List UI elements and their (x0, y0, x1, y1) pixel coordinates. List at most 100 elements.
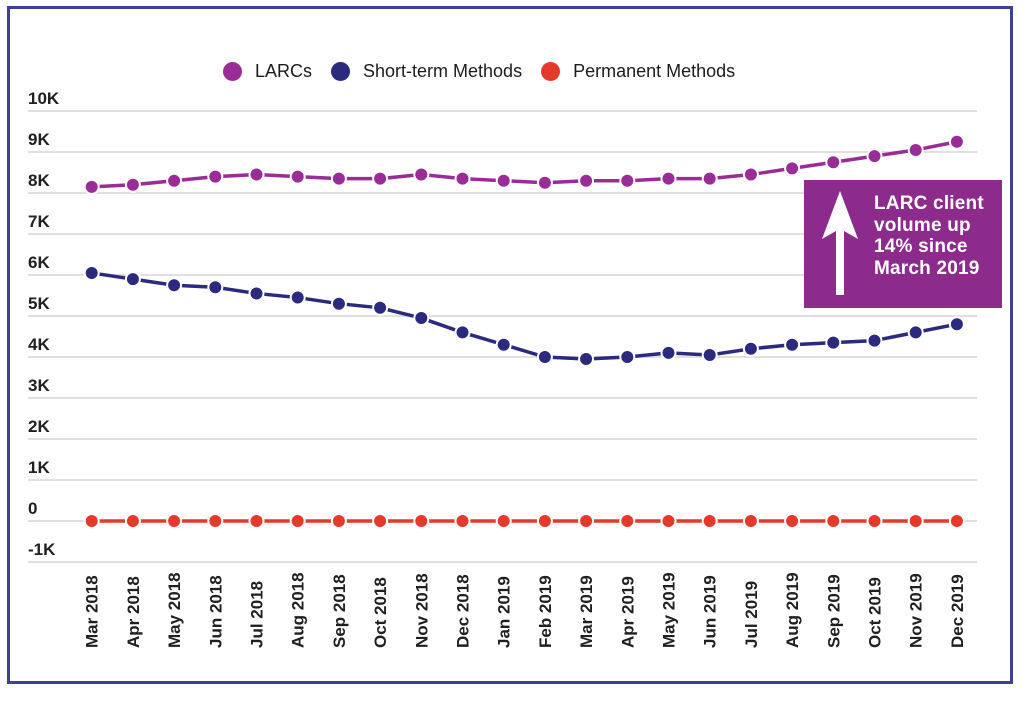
x-axis-label: Jun 2019 (701, 575, 720, 648)
legend-label: Short-term Methods (363, 60, 523, 81)
short-term-methods-data-point (83, 264, 100, 281)
x-axis-label: Feb 2019 (536, 575, 555, 648)
legend-label: LARCs (255, 60, 313, 81)
x-axis-label: Dec 2019 (948, 574, 967, 648)
short-term-methods-data-point (948, 316, 965, 333)
larcs-dot-icon (223, 61, 242, 81)
short-term-methods-data-point (866, 332, 883, 349)
y-axis-label: 5K (28, 294, 50, 313)
larcs-data-point (124, 176, 141, 193)
permanent-methods-data-point (578, 513, 595, 529)
callout-text-line: LARC client (874, 193, 984, 214)
x-axis-label: Mar 2019 (577, 575, 596, 648)
larcs-data-point (948, 133, 965, 150)
legend-item-permanent: Permanent Methods (541, 61, 735, 82)
short-term-methods-data-point (330, 295, 347, 312)
short-term-methods-data-point (619, 349, 636, 365)
larcs-data-point (413, 166, 430, 183)
larcs-data-point (660, 170, 677, 187)
permanent-methods-data-point (948, 513, 965, 529)
x-axis-label: Oct 2019 (866, 577, 885, 648)
larcs-data-point (454, 170, 471, 187)
short-term-methods-line (91, 271, 958, 361)
x-axis-label: Jan 2019 (495, 576, 514, 648)
larcs-data-point (536, 174, 553, 191)
up-arrow-icon (822, 191, 858, 295)
larcs-line (91, 140, 958, 189)
x-axis-label: Aug 2018 (289, 572, 308, 648)
callout-text-line: March 2019 (874, 257, 980, 279)
x-axis-label: Jul 2018 (248, 581, 267, 648)
short-term-methods-data-point (248, 285, 265, 302)
y-axis-label: 0 (28, 499, 37, 518)
y-axis-label: 9K (28, 130, 50, 149)
x-axis-label: Sep 2019 (824, 574, 843, 648)
x-axis-label: Apr 2019 (618, 576, 637, 648)
larcs-data-point (701, 170, 718, 187)
y-axis-label: -1K (28, 540, 56, 559)
y-axis-label: 2K (28, 417, 50, 436)
short-term-methods-data-point (454, 324, 471, 341)
larcs-data-point (248, 166, 265, 183)
larcs-data-point (742, 166, 759, 183)
short-term-dot-icon (331, 61, 351, 81)
larcs-data-point (825, 154, 842, 171)
short-term-methods-data-point (701, 346, 718, 363)
permanent-methods-data-point (825, 513, 842, 529)
callout-text-line: volume up (874, 214, 971, 236)
permanent-methods-data-point (701, 513, 718, 529)
permanent-methods-data-point (166, 513, 183, 529)
permanent-methods-data-point (660, 513, 677, 529)
x-axis-label: May 2019 (660, 572, 679, 648)
short-term-methods-data-point (660, 344, 677, 361)
x-axis-label: Apr 2018 (124, 576, 143, 648)
x-axis-label: Sep 2018 (330, 574, 349, 648)
callout-text-line: 14% since (874, 236, 968, 258)
larcs-data-point (289, 168, 306, 185)
legend-item-larcs: LARCs (223, 61, 312, 82)
larcs-data-point (578, 172, 595, 189)
permanent-methods-data-point (742, 513, 759, 529)
larcs-data-point (207, 168, 224, 185)
x-axis-label: Jul 2019 (742, 581, 761, 648)
larcs-data-point (784, 160, 801, 177)
permanent-methods-data-point (454, 513, 471, 529)
larcs-data-point (495, 172, 512, 189)
x-axis-label: Dec 2018 (454, 574, 473, 648)
x-axis-label: Aug 2019 (783, 572, 802, 648)
larcs-data-point (907, 141, 924, 158)
permanent-methods-data-point (372, 513, 389, 529)
permanent-methods-data-point (413, 513, 430, 529)
short-term-methods-data-point (124, 271, 141, 288)
y-axis-label: 10K (28, 89, 60, 108)
larcs-data-point (619, 172, 636, 189)
larcs-data-point (866, 148, 883, 165)
short-term-methods-data-point (907, 324, 924, 341)
x-axis-label: May 2018 (165, 572, 184, 648)
short-term-methods-data-point (289, 289, 306, 306)
short-term-methods-data-point (578, 351, 595, 368)
x-axis-label: Nov 2018 (412, 573, 431, 648)
short-term-methods-data-point (413, 310, 430, 327)
short-term-methods-data-point (207, 279, 224, 296)
permanent-methods-data-point (330, 513, 347, 529)
short-term-methods-data-point (825, 334, 842, 351)
short-term-methods-data-point (536, 349, 553, 365)
larcs-data-point (372, 170, 389, 187)
x-axis-label: Jun 2018 (206, 575, 225, 648)
permanent-methods-data-point (495, 513, 512, 529)
permanent-methods-data-point (907, 513, 924, 529)
larcs-data-point (83, 178, 100, 195)
legend-label: Permanent Methods (573, 60, 736, 81)
permanent-methods-data-point (784, 513, 801, 529)
y-axis-label: 3K (28, 376, 50, 395)
y-axis-label: 8K (28, 171, 50, 190)
permanent-dot-icon (541, 61, 561, 81)
larcs-data-point (166, 172, 183, 189)
permanent-methods-data-point (536, 513, 553, 529)
short-term-methods-data-point (166, 277, 183, 294)
y-axis-label: 7K (28, 212, 50, 231)
permanent-methods-data-point (248, 513, 265, 529)
chart-legend: LARCs Short-term Methods Permanent Metho… (223, 59, 735, 83)
